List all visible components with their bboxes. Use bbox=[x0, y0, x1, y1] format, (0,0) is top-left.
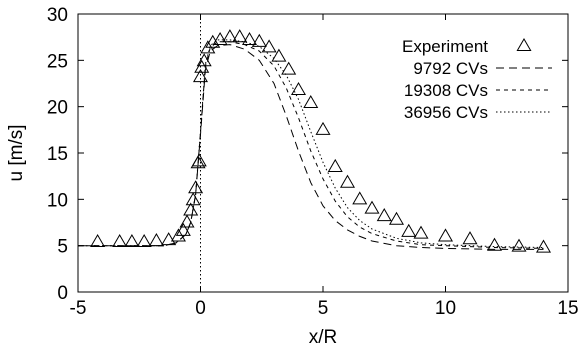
experiment-marker bbox=[486, 237, 503, 251]
experiment-marker bbox=[112, 233, 128, 248]
x-tick-label: -5 bbox=[70, 298, 87, 319]
experiment-marker bbox=[251, 33, 267, 47]
experiment-marker bbox=[179, 214, 195, 228]
x-tick-label: 10 bbox=[435, 298, 456, 319]
x-tick-label: 5 bbox=[318, 298, 329, 319]
experiment-marker bbox=[327, 158, 343, 172]
experiment-marker bbox=[212, 31, 228, 45]
experiment-marker bbox=[194, 59, 210, 73]
x-tick-label: 0 bbox=[195, 298, 206, 319]
x-axis-label: x/R bbox=[309, 327, 338, 347]
experiment-marker bbox=[535, 239, 552, 253]
experiment-marker bbox=[188, 180, 204, 194]
experiment-marker bbox=[281, 61, 297, 75]
series-markers-layer bbox=[90, 29, 552, 253]
experiment-marker bbox=[175, 222, 191, 236]
experiment-marker bbox=[261, 39, 277, 53]
series-line-9792-cvs bbox=[78, 44, 544, 250]
experiment-marker bbox=[136, 233, 152, 248]
experiment-marker bbox=[232, 29, 248, 43]
experiment-marker bbox=[352, 191, 368, 205]
x-tick-label: 15 bbox=[557, 298, 578, 319]
experiment-marker bbox=[192, 69, 209, 83]
experiment-marker bbox=[401, 223, 417, 237]
y-tick-label: 10 bbox=[47, 190, 68, 211]
legend-label: 9792 CVs bbox=[413, 59, 488, 78]
legend: Experiment 9792 CVs 19308 CVs 36956 CVs bbox=[402, 37, 552, 122]
y-tick-label: 30 bbox=[47, 5, 68, 26]
y-tick-label: 15 bbox=[47, 144, 68, 165]
experiment-marker bbox=[183, 202, 199, 216]
y-tick-label: 25 bbox=[47, 51, 68, 72]
experiment-marker bbox=[148, 233, 164, 247]
experiment-marker bbox=[241, 31, 258, 45]
legend-label: 36956 CVs bbox=[404, 103, 488, 122]
legend-label: 19308 CVs bbox=[404, 81, 488, 100]
experiment-marker bbox=[271, 48, 287, 62]
experiment-marker bbox=[376, 208, 392, 222]
y-tick-label: 5 bbox=[57, 237, 68, 258]
experiment-marker bbox=[462, 231, 478, 245]
y-tick-label: 0 bbox=[57, 283, 68, 304]
experiment-marker bbox=[90, 233, 106, 248]
legend-marker bbox=[516, 37, 532, 52]
experiment-marker bbox=[205, 34, 221, 48]
experiment-marker bbox=[388, 211, 405, 225]
experiment-marker bbox=[303, 94, 319, 109]
experiment-marker bbox=[511, 238, 527, 252]
experiment-marker bbox=[437, 228, 454, 242]
y-tick-label: 20 bbox=[47, 98, 68, 119]
experiment-marker bbox=[185, 192, 201, 206]
experiment-marker bbox=[191, 153, 207, 167]
experiment-marker bbox=[339, 174, 356, 188]
experiment-marker bbox=[196, 53, 212, 67]
experiment-marker bbox=[364, 200, 380, 214]
experiment-marker bbox=[161, 232, 177, 246]
experiment-marker bbox=[124, 233, 140, 248]
legend-label: Experiment bbox=[402, 37, 488, 56]
experiment-marker bbox=[290, 81, 307, 96]
experiment-marker bbox=[315, 121, 331, 135]
y-axis-label: u [m/s] bbox=[6, 124, 27, 181]
experiment-marker bbox=[222, 29, 238, 43]
experiment-marker bbox=[413, 225, 429, 239]
